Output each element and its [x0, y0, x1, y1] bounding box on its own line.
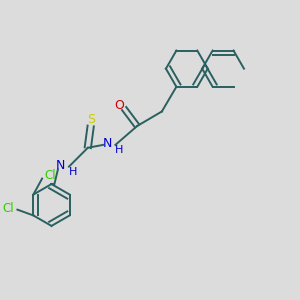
Text: S: S: [87, 113, 95, 126]
Text: H: H: [115, 145, 123, 155]
Text: O: O: [114, 99, 124, 112]
Text: Cl: Cl: [44, 169, 56, 182]
Text: N: N: [56, 159, 65, 172]
Text: Cl: Cl: [2, 202, 14, 215]
Text: N: N: [103, 137, 112, 150]
Text: H: H: [69, 167, 77, 177]
